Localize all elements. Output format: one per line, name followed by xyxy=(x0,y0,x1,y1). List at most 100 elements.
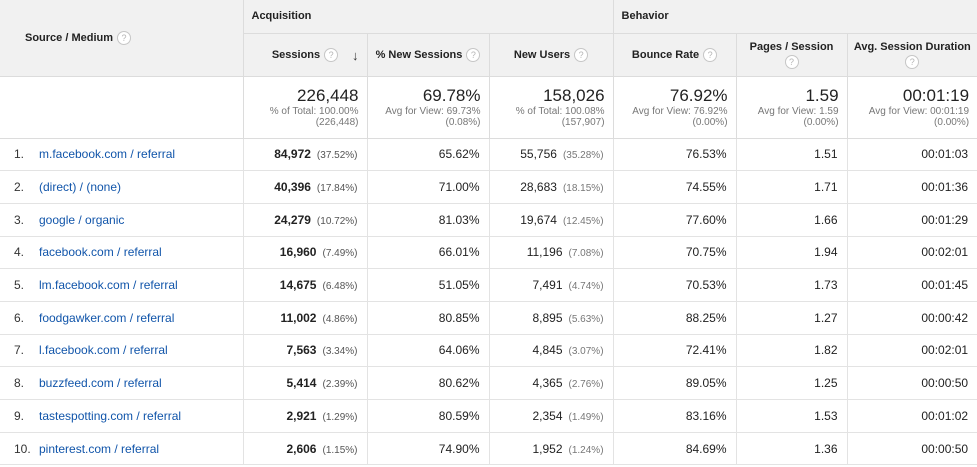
column-header-row: Sessions? ↓ % New Sessions? New Users? B… xyxy=(0,33,977,77)
bounce-rate-cell: 74.55% xyxy=(612,170,737,204)
help-icon[interactable]: ? xyxy=(117,30,132,45)
sessions-percent: (2.39%) xyxy=(322,379,358,391)
pages-per-session-header[interactable]: Pages / Session ? xyxy=(735,33,848,77)
row-number: 3. xyxy=(14,212,25,227)
sessions-cell: 2,606 (1.15%) xyxy=(242,432,367,466)
new-users-cell: 4,845 (3.07%) xyxy=(488,334,614,368)
new-sessions-cell: 65.62% xyxy=(366,138,489,172)
help-icon[interactable]: ? xyxy=(574,47,589,62)
avg-session-duration-cell: 00:02:01 xyxy=(846,334,977,368)
bounce-rate-cell: 72.41% xyxy=(612,334,737,368)
avg-session-duration-cell: 00:01:29 xyxy=(846,203,977,237)
total-value: 00:01:19 xyxy=(902,86,970,105)
sort-descending-icon[interactable]: ↓ xyxy=(352,47,359,63)
avg-session-duration-cell: 00:01:03 xyxy=(846,138,977,172)
source-cell: 4. facebook.com / referral xyxy=(0,236,243,270)
new-users-percent: (1.49%) xyxy=(568,411,604,423)
help-icon[interactable]: ? xyxy=(324,47,339,62)
new-users-value: 7,491 xyxy=(532,278,563,293)
new-users-cell: 19,674 (12.45%) xyxy=(488,203,614,237)
new-users-value: 1,952 xyxy=(532,441,563,456)
new-sessions-header[interactable]: % New Sessions? xyxy=(366,33,489,77)
table-row: 9. tastespotting.com / referral 2,921 (1.29… xyxy=(0,399,977,433)
table-row: 5. lm.facebook.com / referral 14,675 (6.48%… xyxy=(0,268,977,302)
new-users-header[interactable]: New Users? xyxy=(488,33,614,77)
total-note-2: (0.00%) xyxy=(803,117,839,128)
help-icon[interactable]: ? xyxy=(703,47,718,62)
bounce-rate-cell: 70.75% xyxy=(612,236,737,270)
source-cell: 5. lm.facebook.com / referral xyxy=(0,268,243,302)
pages-per-session-cell: 1.82 xyxy=(735,334,848,368)
avg-session-duration-header[interactable]: Avg. Session Duration ? xyxy=(846,33,977,77)
new-users-cell: 8,895 (5.63%) xyxy=(488,301,614,335)
sessions-cell: 84,972 (37.52%) xyxy=(242,138,367,172)
source-medium-link[interactable]: buzzfeed.com / referral xyxy=(39,376,162,391)
sessions-header-label: Sessions xyxy=(271,48,321,61)
new-users-value: 19,674 xyxy=(520,212,557,227)
new-users-value: 2,354 xyxy=(532,408,563,423)
source-medium-link[interactable]: facebook.com / referral xyxy=(39,245,162,260)
new-users-percent: (1.24%) xyxy=(568,444,604,456)
bounce-rate-cell: 77.60% xyxy=(612,203,737,237)
source-medium-link[interactable]: l.facebook.com / referral xyxy=(39,343,168,358)
table-row: 7. l.facebook.com / referral 7,563 (3.34%) 6… xyxy=(0,334,977,368)
source-medium-link[interactable]: (direct) / (none) xyxy=(39,180,122,195)
totals-label-cell xyxy=(0,76,243,139)
source-medium-link[interactable]: foodgawker.com / referral xyxy=(39,310,175,325)
total-note-2: (0.00%) xyxy=(692,117,728,128)
acquisition-group-header: Acquisition xyxy=(242,0,614,34)
new-sessions-cell: 80.62% xyxy=(366,366,489,400)
bounce-rate-header[interactable]: Bounce Rate? xyxy=(612,33,737,77)
total-value: 76.92% xyxy=(669,86,728,105)
bounce-rate-header-label: Bounce Rate xyxy=(631,48,700,61)
source-cell: 3. google / organic xyxy=(0,203,243,237)
source-cell: 6. foodgawker.com / referral xyxy=(0,301,243,335)
table-row: 10. pinterest.com / referral 2,606 (1.15%) 7… xyxy=(0,432,977,466)
sessions-percent: (4.86%) xyxy=(322,313,358,325)
pages-per-session-cell: 1.94 xyxy=(735,236,848,270)
new-sessions-cell: 74.90% xyxy=(366,432,489,466)
source-medium-link[interactable]: google / organic xyxy=(39,212,125,227)
help-icon[interactable]: ? xyxy=(466,47,481,62)
total-new-users: 158,026 % of Total: 100.08% (157,907) xyxy=(488,76,614,139)
source-medium-link[interactable]: tastespotting.com / referral xyxy=(39,408,182,423)
table-row: 6. foodgawker.com / referral 11,002 (4.86%)… xyxy=(0,301,977,335)
new-users-percent: (35.28%) xyxy=(562,150,604,162)
pages-per-session-cell: 1.36 xyxy=(735,432,848,466)
total-value: 226,448 xyxy=(297,86,359,105)
total-value: 69.78% xyxy=(422,86,481,105)
source-medium-header[interactable]: Source / Medium? xyxy=(0,0,243,77)
source-medium-link[interactable]: pinterest.com / referral xyxy=(39,441,160,456)
sessions-value: 11,002 xyxy=(280,310,317,325)
sessions-header[interactable]: Sessions? ↓ xyxy=(242,33,367,77)
sessions-percent: (17.84%) xyxy=(316,183,358,195)
help-icon[interactable]: ? xyxy=(784,54,799,69)
table-row: 3. google / organic 24,279 (10.72%) 81.03% 19… xyxy=(0,203,977,237)
source-medium-link[interactable]: m.facebook.com / referral xyxy=(39,147,176,162)
bounce-rate-cell: 89.05% xyxy=(612,366,737,400)
source-medium-label: Source / Medium xyxy=(25,31,114,44)
pages-per-session-cell: 1.51 xyxy=(735,138,848,172)
sessions-cell: 2,921 (1.29%) xyxy=(242,399,367,433)
new-users-cell: 11,196 (7.08%) xyxy=(488,236,614,270)
new-sessions-cell: 71.00% xyxy=(366,170,489,204)
avg-session-duration-cell: 00:00:42 xyxy=(846,301,977,335)
behavior-group-header: Behavior xyxy=(612,0,977,34)
help-icon[interactable]: ? xyxy=(905,54,920,69)
sessions-percent: (7.49%) xyxy=(322,248,358,260)
new-sessions-cell: 80.59% xyxy=(366,399,489,433)
new-users-percent: (7.08%) xyxy=(568,248,604,260)
sessions-cell: 40,396 (17.84%) xyxy=(242,170,367,204)
source-cell: 9. tastespotting.com / referral xyxy=(0,399,243,433)
avg-session-duration-cell: 00:01:45 xyxy=(846,268,977,302)
source-medium-link[interactable]: lm.facebook.com / referral xyxy=(39,278,178,293)
total-note: Avg for View: 76.92% xyxy=(632,106,728,117)
sessions-cell: 7,563 (3.34%) xyxy=(242,334,367,368)
pages-per-session-cell: 1.27 xyxy=(735,301,848,335)
new-users-percent: (12.45%) xyxy=(562,215,604,227)
source-cell: 10. pinterest.com / referral xyxy=(0,432,243,466)
new-sessions-cell: 81.03% xyxy=(366,203,489,237)
sessions-percent: (10.72%) xyxy=(316,215,358,227)
sessions-percent: (37.52%) xyxy=(316,150,358,162)
